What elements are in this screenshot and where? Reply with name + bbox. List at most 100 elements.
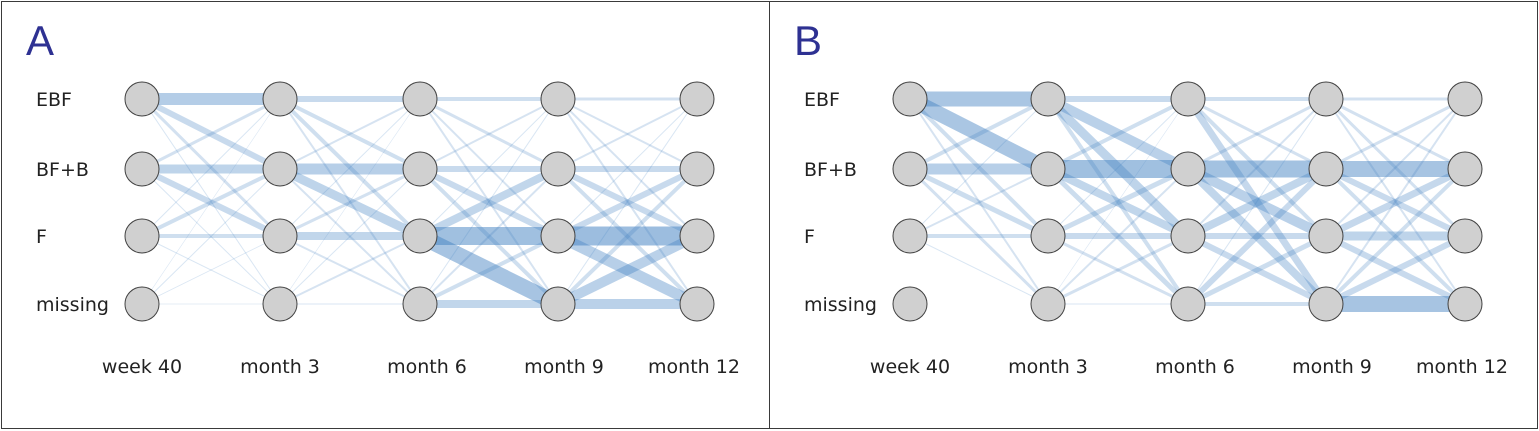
state-node (402, 218, 438, 254)
state-node (1308, 81, 1344, 117)
state-node (402, 151, 438, 187)
transition-link (279, 168, 421, 305)
transition-link (556, 167, 699, 306)
state-node (1447, 81, 1483, 117)
transition-link (909, 235, 1049, 305)
transition-link (1046, 167, 1190, 306)
transition-link (418, 165, 560, 240)
transition-link (419, 98, 559, 237)
transition-link (1185, 164, 1329, 241)
state-node (892, 286, 928, 322)
transition-link (1185, 166, 1329, 307)
transition-link (419, 98, 559, 305)
transition-link (1046, 97, 1190, 306)
transition-link (1186, 165, 1328, 240)
transition-links (906, 91, 1467, 312)
column-label: month 3 (1008, 356, 1088, 378)
row-label: missing (36, 294, 109, 316)
transition-link (419, 98, 559, 305)
transition-link (419, 98, 559, 170)
transition-link (416, 228, 562, 312)
transition-link (419, 97, 559, 171)
transition-link (140, 96, 282, 172)
transition-link (279, 98, 421, 237)
transition-link (279, 167, 421, 238)
transition-link (1185, 97, 1329, 306)
transition-link (279, 235, 421, 305)
transition-link (418, 166, 560, 239)
state-node (402, 81, 438, 117)
transition-link (278, 164, 422, 241)
transition-link (1325, 97, 1466, 171)
transition-link (1047, 234, 1189, 306)
transition-link (1187, 98, 1327, 237)
transition-link (1044, 95, 1192, 240)
transition-link (908, 167, 1050, 306)
state-nodes (124, 81, 715, 322)
transition-link (1185, 166, 1329, 307)
state-node (540, 81, 576, 117)
transition-link (279, 98, 421, 170)
transition-link (1046, 166, 1190, 239)
transition-link (1324, 166, 1467, 239)
transition-link (279, 168, 421, 305)
panel-letter: B (794, 17, 822, 64)
state-node (262, 286, 298, 322)
state-node (892, 81, 928, 117)
transition-link (556, 166, 699, 239)
state-node (1308, 151, 1344, 187)
state-node (262, 218, 298, 254)
transition-link (1324, 233, 1467, 307)
transition-link (908, 97, 1050, 238)
transition-link (279, 98, 421, 305)
transition-link (141, 235, 281, 305)
transition-link (141, 97, 281, 171)
transition-link (1047, 168, 1189, 305)
state-node (1447, 151, 1483, 187)
column-label: month 12 (1416, 356, 1508, 378)
state-node (402, 286, 438, 322)
transition-link (279, 98, 421, 305)
transition-link (141, 98, 281, 305)
transition-link (1046, 165, 1190, 240)
transition-link (557, 98, 698, 237)
state-node (124, 218, 160, 254)
transition-link (1047, 234, 1189, 306)
state-node (262, 151, 298, 187)
state-node (124, 151, 160, 187)
transition-link (1324, 167, 1467, 306)
state-node (1030, 286, 1066, 322)
transition-link (1325, 98, 1466, 305)
state-node (679, 151, 715, 187)
transition-link (1047, 98, 1189, 305)
state-node (1308, 286, 1344, 322)
transition-link (141, 167, 281, 238)
transition-link (555, 231, 700, 309)
transition-link (1187, 97, 1327, 171)
transition-link (1047, 98, 1189, 237)
state-nodes (892, 81, 1483, 322)
state-node (1030, 81, 1066, 117)
transition-link (909, 97, 1049, 171)
row-label: EBF (36, 89, 72, 111)
state-node (892, 151, 928, 187)
transition-link (1186, 233, 1328, 307)
transition-link (1325, 98, 1466, 305)
transition-link (141, 98, 281, 305)
transition-link (141, 98, 281, 237)
row-label: F (36, 226, 47, 248)
state-node (1447, 218, 1483, 254)
state-node (262, 81, 298, 117)
transition-link (557, 98, 698, 170)
transition-link (1324, 233, 1467, 307)
column-label: month 9 (1292, 356, 1372, 378)
transition-link (1187, 98, 1327, 305)
state-node (679, 286, 715, 322)
column-label: month 12 (648, 356, 740, 378)
transition-link (908, 166, 1050, 239)
state-node (540, 286, 576, 322)
state-node (679, 81, 715, 117)
transition-links (140, 93, 700, 312)
